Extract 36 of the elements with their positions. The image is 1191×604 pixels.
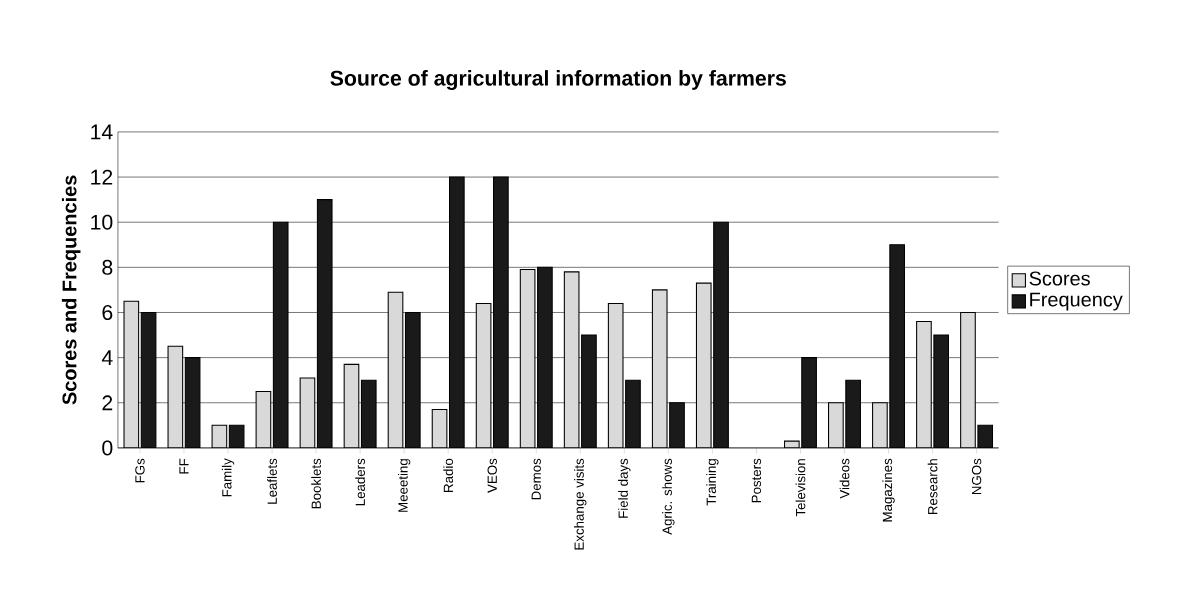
legend-label: Frequency xyxy=(1030,292,1123,311)
y-tick-label: 2 xyxy=(102,395,113,411)
x-tick-label: Agric. shows xyxy=(662,458,675,535)
y-tick-label: 4 xyxy=(101,350,113,365)
x-tick-label: Leaders xyxy=(355,458,365,506)
x-tick-label: Magazines xyxy=(882,458,895,522)
x-tick-label: Family xyxy=(221,458,235,497)
x-tick-label: Leaflets xyxy=(267,458,277,504)
x-tick-label: Demos xyxy=(531,458,541,500)
y-tick-label: 12 xyxy=(91,169,113,185)
x-tick-label: Booklets xyxy=(311,458,321,509)
y-tick-label: 14 xyxy=(91,124,113,140)
x-tick-label: Field days xyxy=(618,458,631,518)
y-axis-title: Scores and Frequencies xyxy=(61,175,81,405)
x-tick-label: FGs xyxy=(135,458,145,483)
bar xyxy=(872,402,888,448)
x-tick-label: Radio xyxy=(443,458,454,492)
x-tick-label: Television xyxy=(795,459,806,517)
x-tick-label: VEOs xyxy=(487,458,497,493)
x-tick-label: Training xyxy=(706,459,719,506)
x-tick-label: Exchange visits xyxy=(574,458,587,550)
x-tick-label: Videos xyxy=(839,458,850,499)
y-tick-label: 6 xyxy=(102,304,113,320)
y-tick-label: 8 xyxy=(102,259,113,275)
x-tick-label: NGOs xyxy=(971,458,982,495)
x-tick-label: Meeeting xyxy=(397,459,411,512)
legend-label: Scores xyxy=(1029,271,1090,286)
bar xyxy=(916,320,932,448)
x-tick-label: Posters xyxy=(751,458,762,503)
bar xyxy=(828,402,844,448)
bar xyxy=(960,311,976,448)
y-tick-label: 0 xyxy=(102,440,113,456)
x-tick-label: Research xyxy=(927,459,938,515)
chart-title: Source of agricultural information by farmers xyxy=(330,70,786,91)
x-tick-label: FF xyxy=(179,458,189,474)
y-tick-label: 10 xyxy=(91,214,113,230)
